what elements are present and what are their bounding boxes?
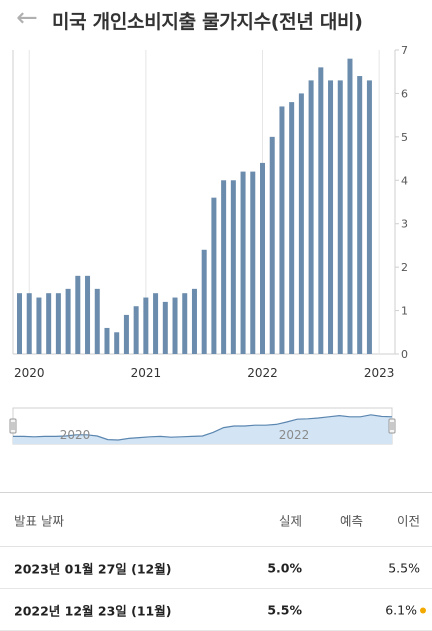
chart-bar (55, 293, 61, 354)
chart-bar (260, 162, 265, 354)
chart-bar (357, 76, 363, 355)
row-previous-value: 6.1% (385, 602, 417, 617)
chart-bar (143, 297, 149, 354)
release-table: 발표 날짜 실제 예측 이전 2023년 01월 27일 (12월) 5.0% … (0, 492, 432, 631)
chart-bar (347, 58, 353, 354)
chart-bar (123, 314, 129, 354)
chart-bar (153, 293, 159, 354)
chart-bar (298, 93, 304, 354)
chart-bar (308, 80, 314, 355)
chart-bar (75, 275, 81, 354)
chart-bar (289, 102, 295, 354)
navigator-label: 2020 (60, 428, 91, 442)
row-actual: 5.0% (267, 560, 302, 575)
chart-bar (46, 293, 52, 354)
bar-chart: 2020 2021 2022 2023 0 1 2 3 4 5 6 7 2020 2022 (9, 44, 408, 445)
chart-bar (94, 288, 100, 354)
y-tick-label: 2 (401, 261, 408, 274)
navigator-right-handle[interactable] (388, 418, 396, 434)
chart-bar (162, 301, 168, 354)
chart-bar (269, 136, 275, 354)
header-previous: 이전 (396, 513, 420, 528)
chart-bar (318, 67, 324, 354)
chart-bar (279, 106, 285, 354)
chart-bar (201, 249, 207, 354)
table-row[interactable]: 2023년 01월 27일 (12월) 5.0% 5.5% (0, 547, 432, 589)
y-tick-label: 7 (401, 44, 408, 57)
chart-bar (65, 288, 71, 354)
chart-bar (366, 80, 372, 355)
navigator-line (13, 414, 393, 441)
chart-bar (250, 171, 256, 354)
revision-dot-icon (420, 607, 426, 614)
y-tick-label: 5 (401, 131, 408, 144)
navigator-area (13, 414, 392, 444)
header-forecast: 예측 (339, 513, 363, 528)
chart-bar (182, 293, 188, 354)
navigator-label: 2022 (279, 428, 310, 442)
chart-bar (36, 297, 42, 354)
x-tick-label: 2021 (131, 366, 162, 380)
chart-bar (114, 332, 120, 354)
chart-bar (26, 293, 32, 354)
chart-bar (85, 275, 91, 354)
chart-bar (104, 327, 110, 354)
chart-bar (191, 288, 197, 354)
chart-bar (240, 171, 246, 354)
row-actual: 5.5% (267, 602, 302, 617)
table-header: 발표 날짜 실제 예측 이전 (0, 493, 432, 547)
x-tick-label: 2020 (14, 366, 45, 380)
row-previous: 6.1% (385, 602, 426, 617)
x-tick-label: 2023 (364, 366, 395, 380)
back-arrow-icon[interactable]: ← (16, 3, 38, 33)
row-date: 2023년 01월 27일 (12월) (14, 561, 172, 576)
y-tick-label: 4 (401, 174, 408, 187)
header-date: 발표 날짜 (14, 513, 64, 528)
chart-bar (328, 80, 334, 355)
header-actual: 실제 (278, 513, 302, 528)
y-tick-label: 3 (401, 218, 408, 231)
x-tick-label: 2022 (247, 366, 278, 380)
y-tick-label: 0 (401, 348, 408, 361)
navigator-left-handle[interactable] (9, 418, 17, 434)
chart-bar (230, 180, 236, 354)
app-header: ← 미국 개인소비지출 물가지수(전년 대비) (0, 0, 432, 40)
chart-bar (221, 180, 227, 354)
chart-bar (337, 80, 343, 355)
row-date: 2022년 12월 23일 (11월) (14, 603, 172, 618)
page-title: 미국 개인소비지출 물가지수(전년 대비) (52, 10, 363, 33)
row-previous: 5.5% (388, 560, 420, 575)
chart-bar (133, 306, 139, 354)
chart-bar (17, 293, 22, 354)
y-tick-label: 6 (401, 87, 408, 100)
chart-bar (211, 197, 217, 354)
y-tick-label: 1 (401, 305, 408, 318)
chart-container: 2020 2021 2022 2023 0 1 2 3 4 5 6 7 2020 2022 (0, 40, 432, 470)
chart-bar (172, 297, 178, 354)
table-row[interactable]: 2022년 12월 23일 (11월) 5.5% 6.1% (0, 589, 432, 631)
